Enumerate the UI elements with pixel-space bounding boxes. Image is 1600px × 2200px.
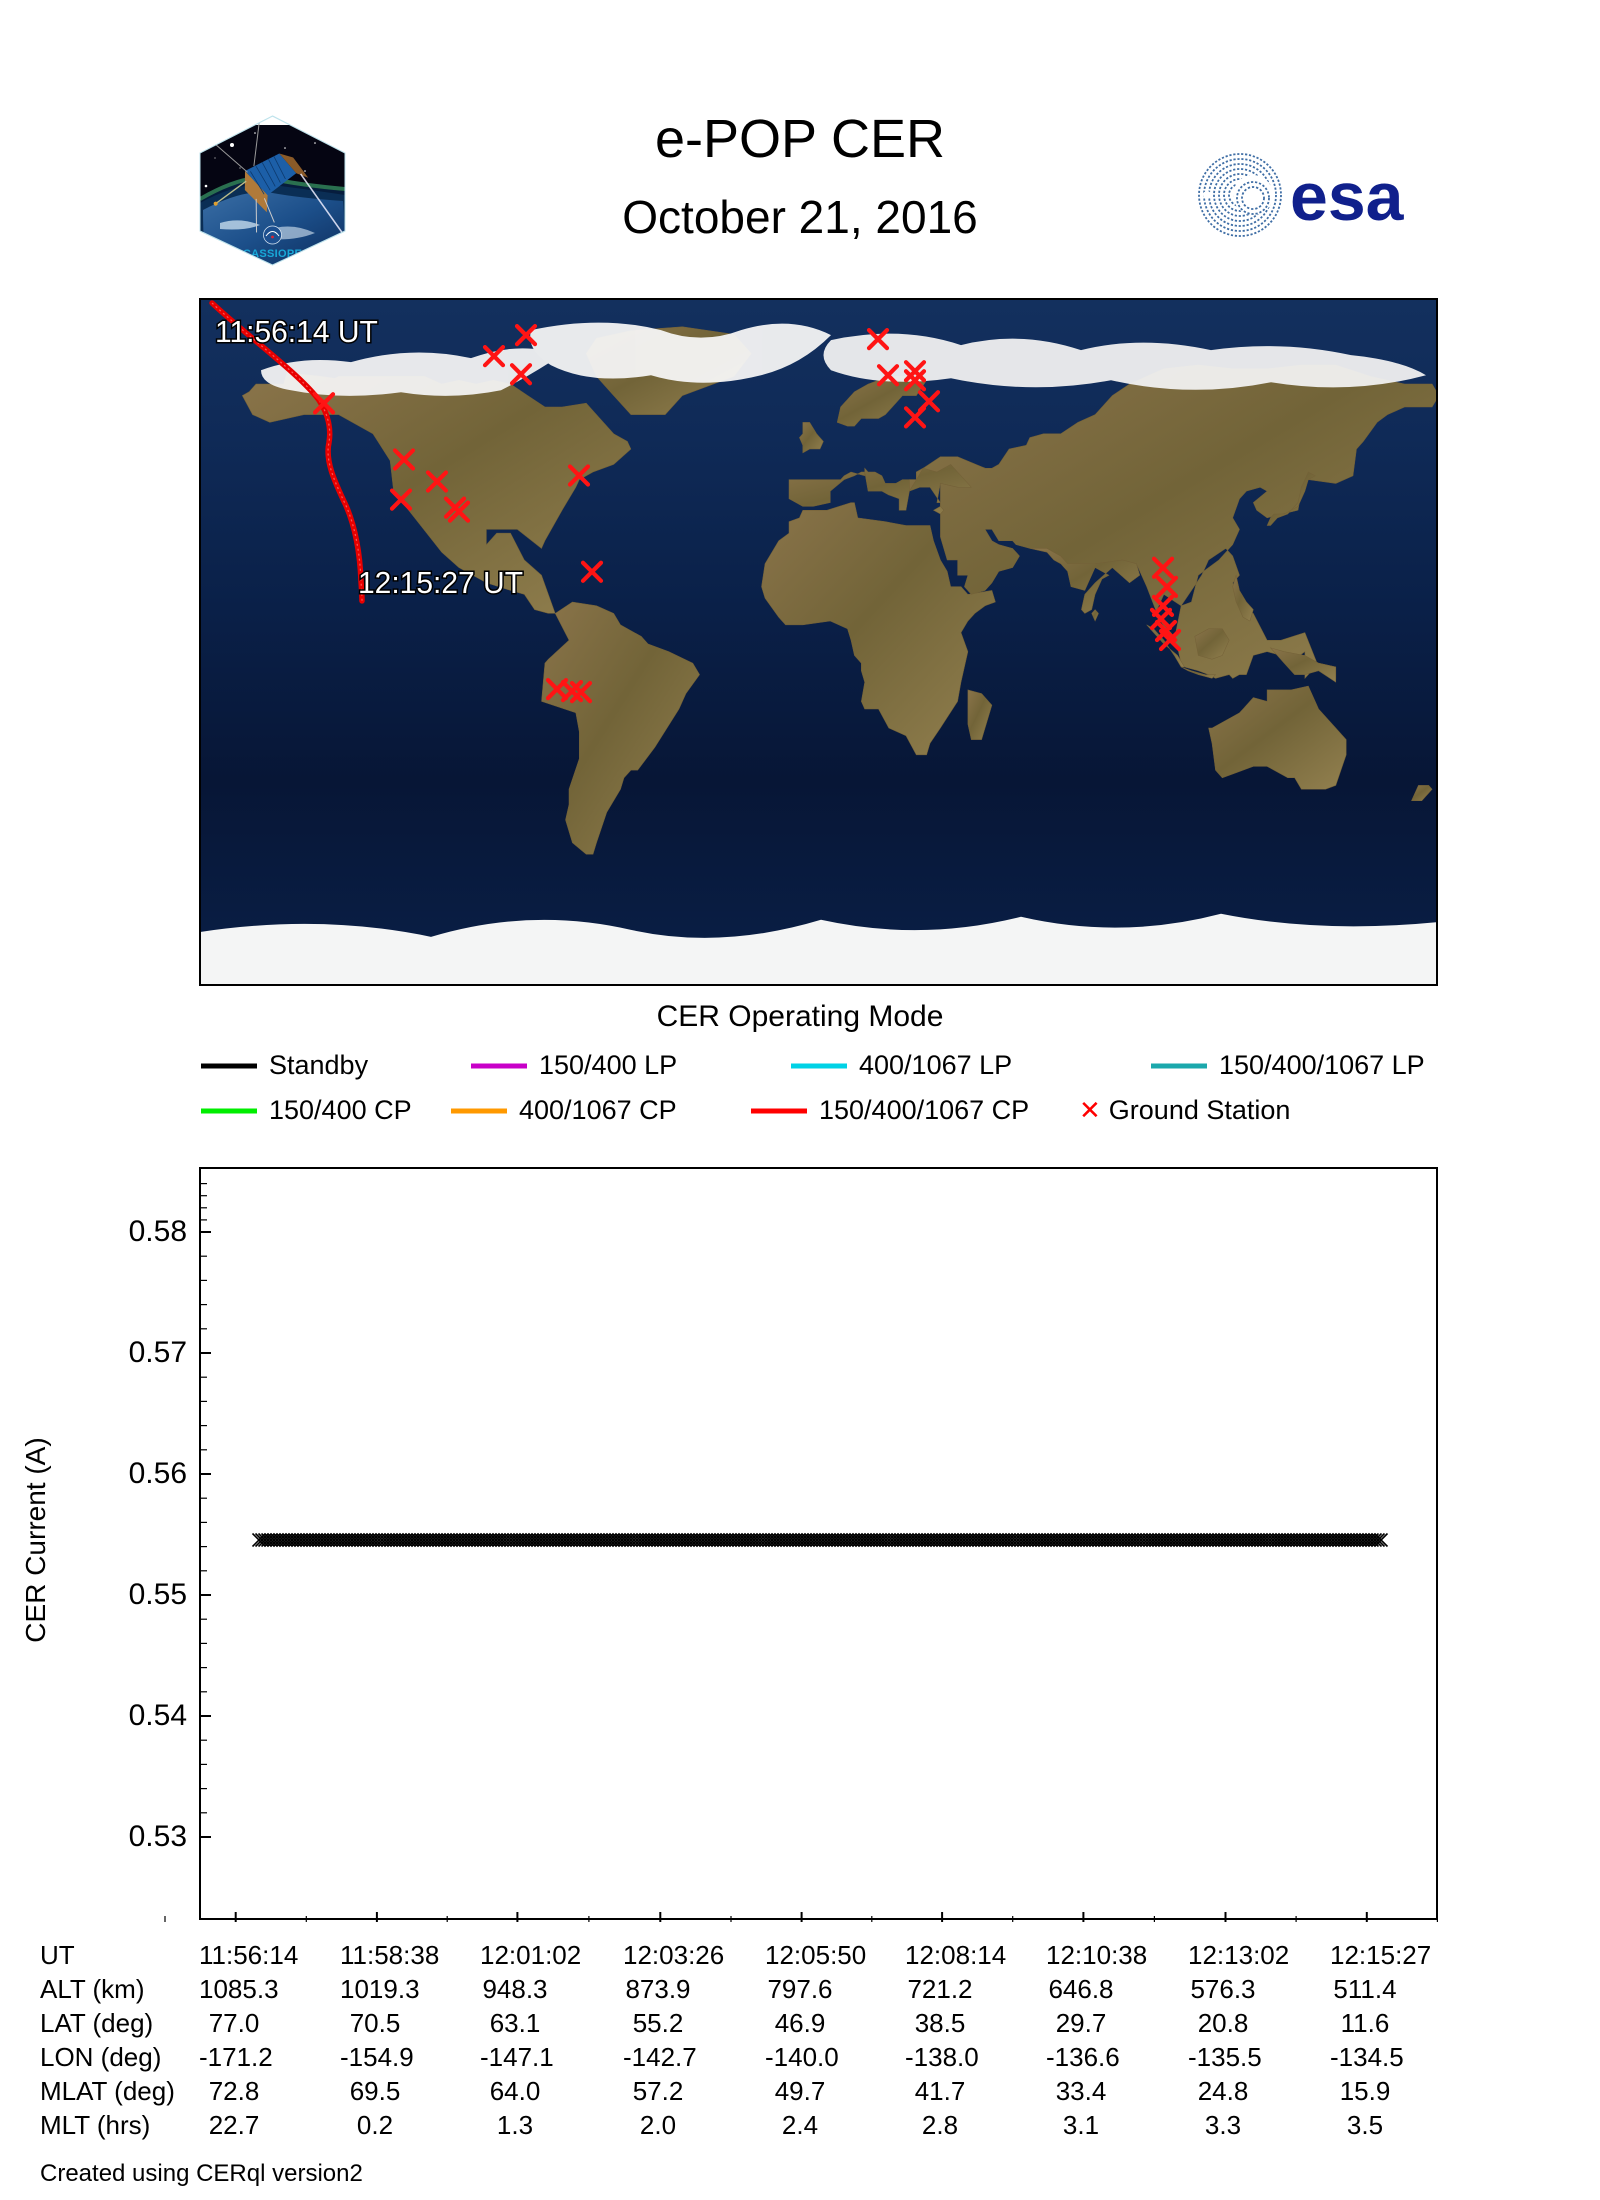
svg-text:CASSIOPE: CASSIOPE bbox=[243, 248, 302, 260]
svg-text:0.55: 0.55 bbox=[129, 1578, 187, 1611]
svg-text:0.56: 0.56 bbox=[129, 1457, 187, 1490]
svg-text:12:15:27 UT: 12:15:27 UT bbox=[358, 567, 523, 600]
svg-text:0.53: 0.53 bbox=[129, 1820, 187, 1853]
svg-text:0.57: 0.57 bbox=[129, 1336, 187, 1369]
svg-text:11:56:14 UT: 11:56:14 UT bbox=[215, 316, 378, 349]
svg-text:0.54: 0.54 bbox=[129, 1699, 187, 1732]
svg-text:0.58: 0.58 bbox=[129, 1215, 187, 1248]
